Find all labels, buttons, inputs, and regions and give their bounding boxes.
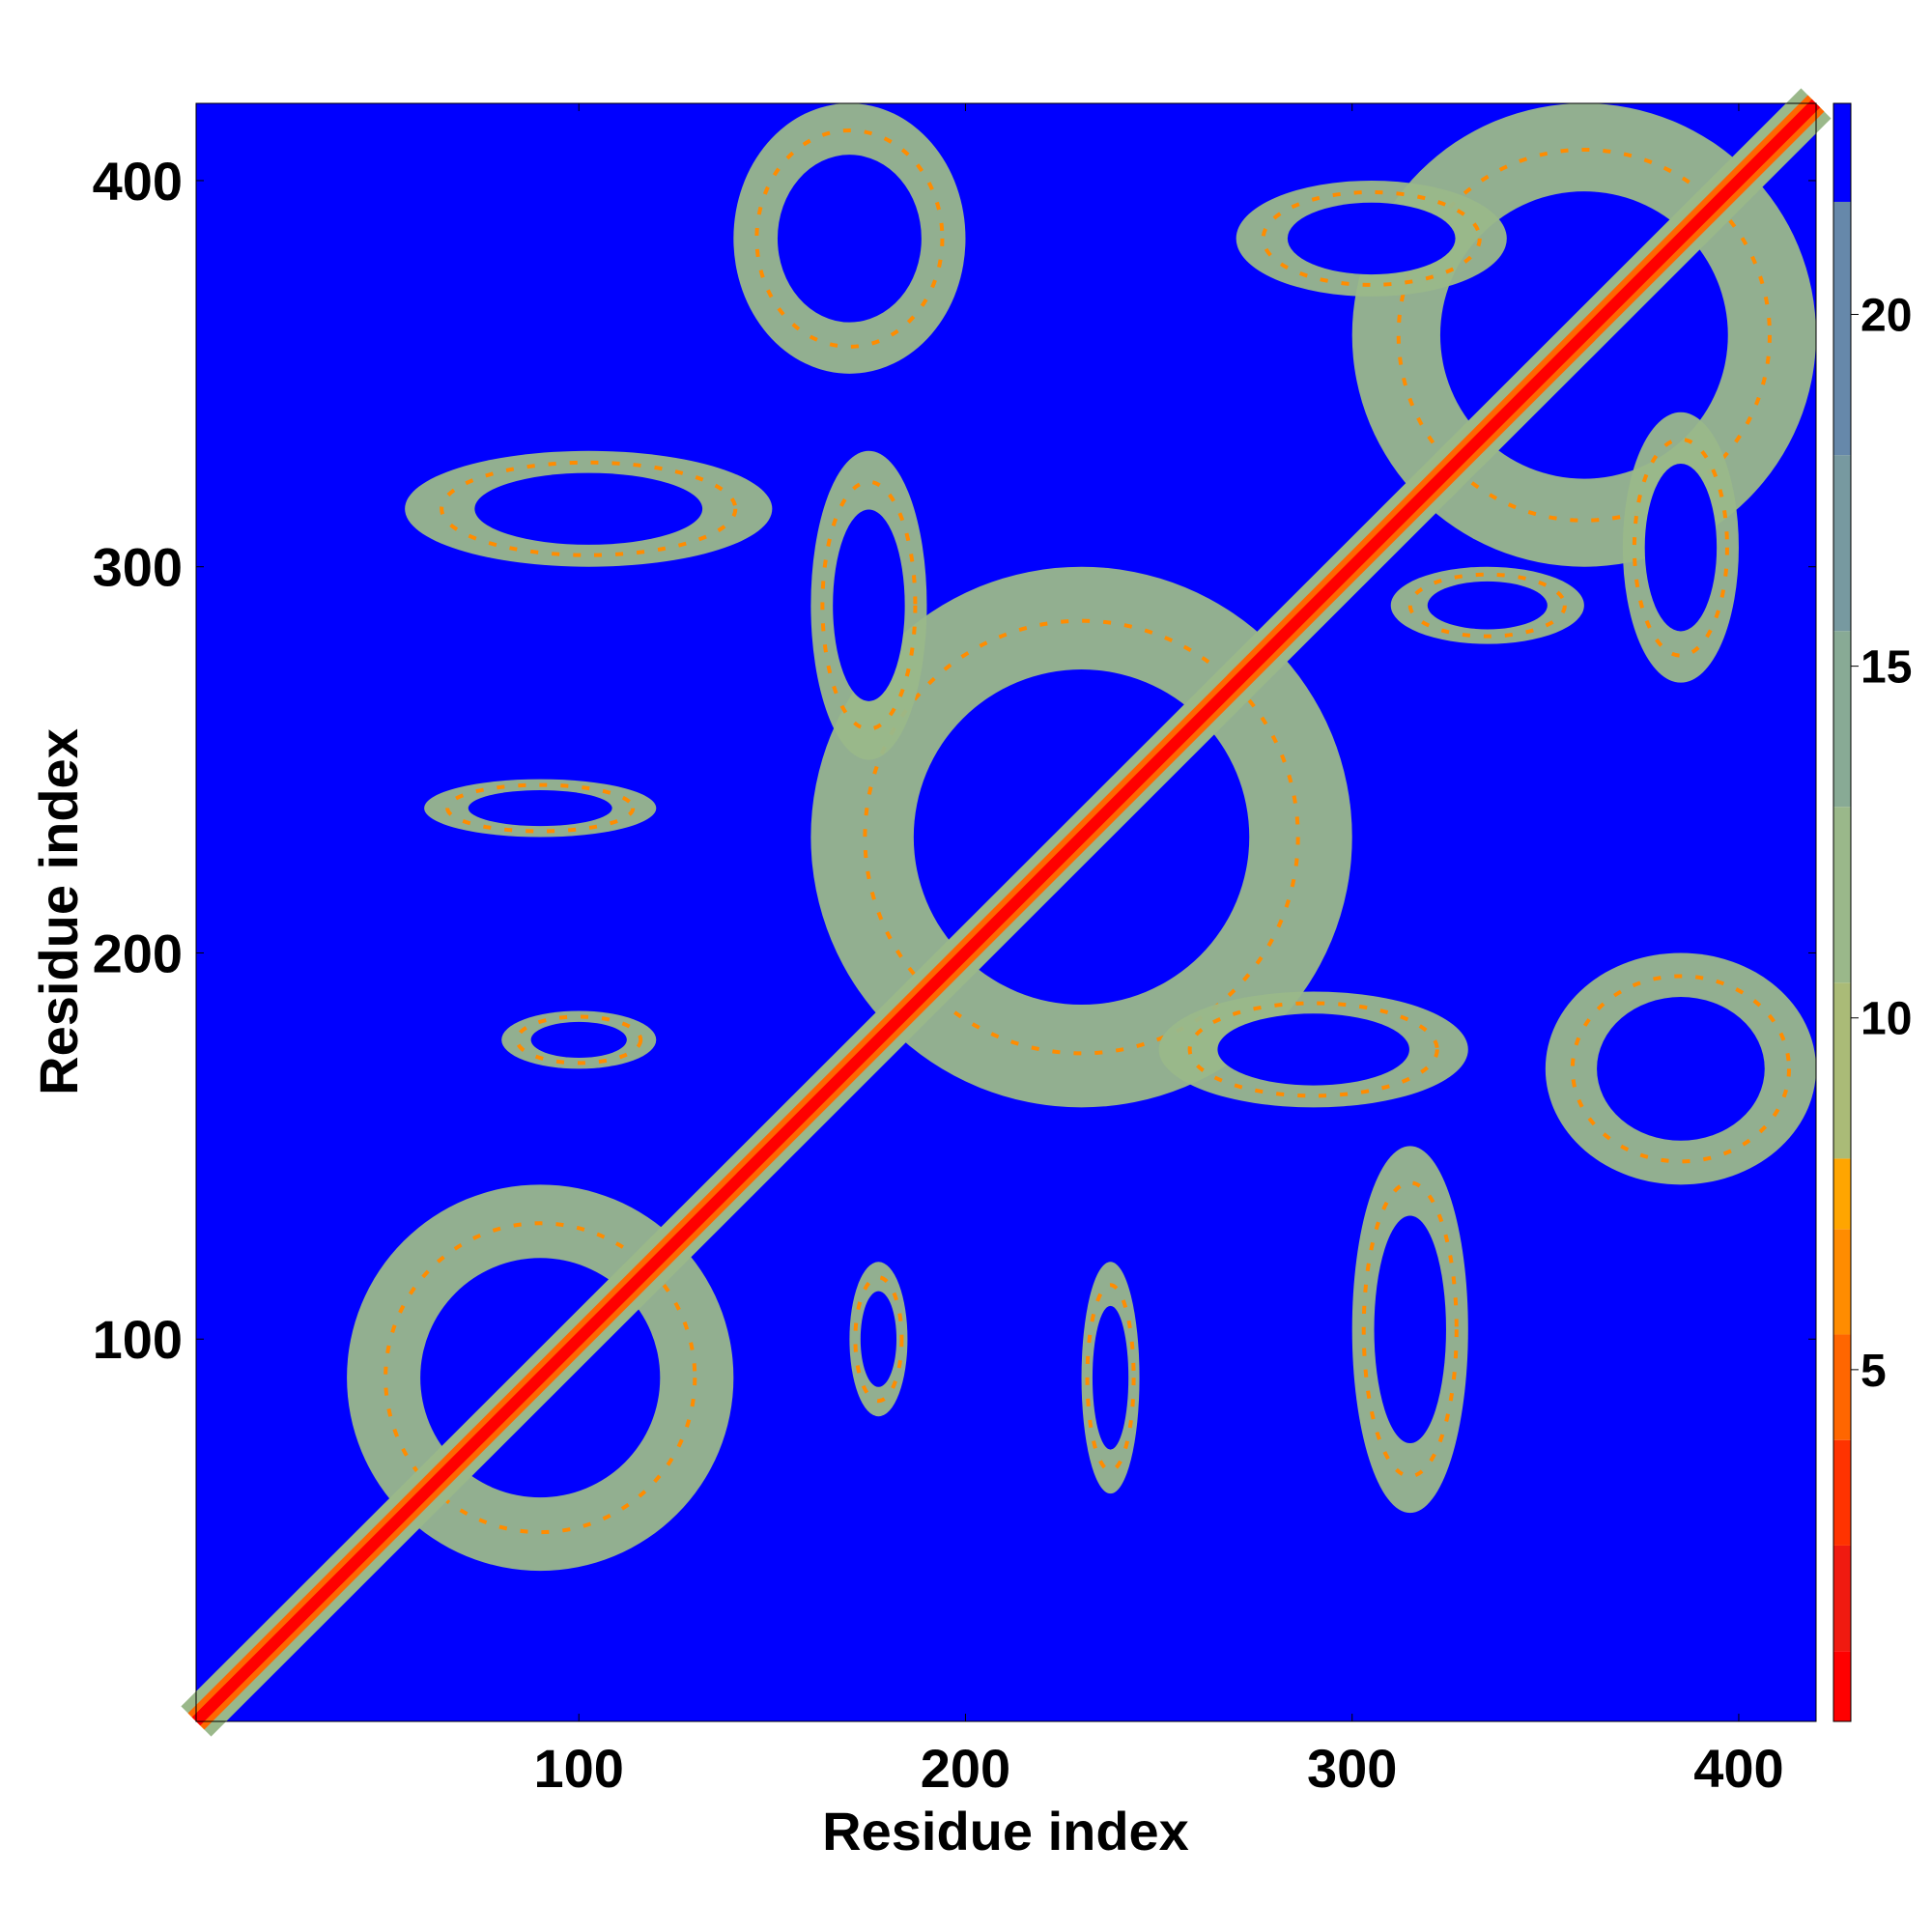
- colorbar-level: [1833, 807, 1851, 983]
- contact-region-core: [1187, 1001, 1439, 1098]
- plot-area: [181, 88, 1832, 1737]
- y-tick-label: 100: [93, 1309, 183, 1370]
- contact-region: [1236, 180, 1507, 297]
- contact-region-hole: [860, 1291, 897, 1387]
- y-axis-label: Residue index: [28, 728, 89, 1095]
- colorbar-level: [1833, 631, 1851, 808]
- colorbar-level: [1833, 201, 1851, 456]
- colorbar-level: [1833, 103, 1851, 202]
- contact-region: [733, 103, 966, 374]
- contact-region-hole: [1092, 1305, 1129, 1450]
- x-tick-label: 100: [534, 1738, 624, 1799]
- plot-frame: [195, 102, 1817, 1722]
- contact-region-hole: [1644, 463, 1718, 632]
- colorbar-level: [1833, 1158, 1851, 1230]
- contact-region-core: [384, 1221, 697, 1535]
- contact-region-hole: [1217, 1013, 1409, 1086]
- contact-region: [849, 1262, 908, 1417]
- x-axis-ticks: 100 200 300 400: [534, 103, 1784, 1799]
- x-tick-label: 200: [921, 1738, 1010, 1799]
- contact-region-hole: [530, 1021, 627, 1059]
- contact-region-core: [853, 1275, 904, 1404]
- diagonal-band: [181, 88, 1832, 1737]
- colorbar-level: [1833, 1545, 1851, 1652]
- colorbar-level: [1833, 1651, 1851, 1721]
- contact-region: [1158, 991, 1468, 1108]
- colorbar-tick-label: 5: [1861, 1346, 1887, 1397]
- colorbar-tick-label: 20: [1861, 290, 1912, 341]
- colorbar-tick-label: 10: [1861, 994, 1912, 1045]
- contact-region-core: [1407, 572, 1567, 639]
- x-tick-label: 400: [1693, 1738, 1783, 1799]
- contact-region-hole: [474, 472, 703, 545]
- contact-region-hole: [777, 155, 922, 323]
- contact-region-core: [515, 1014, 643, 1065]
- colorbar: 5 10 15 20: [1833, 102, 1912, 1722]
- contact-region-core: [754, 128, 945, 349]
- colorbar-level: [1833, 982, 1851, 1159]
- contact-region-hole: [1427, 581, 1548, 630]
- x-tick-label: 300: [1307, 1738, 1397, 1799]
- contact-region-hole: [1597, 997, 1765, 1141]
- contact-region-core: [863, 618, 1300, 1056]
- contact-region-hole: [1287, 202, 1456, 275]
- colorbar-frame: [1833, 102, 1852, 1722]
- contact-region: [1351, 1146, 1468, 1514]
- contact-region-core: [820, 479, 918, 731]
- diagonal-core: [191, 99, 1821, 1726]
- contact-region: [1081, 1262, 1140, 1494]
- colorbar-level: [1833, 1334, 1851, 1440]
- contact-region-core: [1396, 147, 1772, 523]
- contact-region-core: [1085, 1283, 1136, 1473]
- contact-region: [405, 450, 773, 567]
- contact-region-core: [1632, 437, 1729, 658]
- y-tick-label: 200: [93, 923, 183, 983]
- colorbar-tick-label: 15: [1861, 642, 1912, 694]
- y-tick-label: 300: [93, 537, 183, 598]
- contact-region-core: [440, 460, 738, 557]
- contact-region-hole: [468, 789, 612, 827]
- contact-region: [1390, 566, 1584, 644]
- colorbar-level: [1833, 455, 1851, 632]
- contact-region-core: [1570, 974, 1791, 1164]
- y-axis-ticks: 100 200 300 400: [93, 151, 1816, 1370]
- colorbar-level: [1833, 1229, 1851, 1335]
- contact-region-hole: [833, 509, 905, 701]
- contact-region: [1545, 952, 1816, 1185]
- contact-region: [810, 450, 927, 760]
- contact-region-core: [445, 782, 636, 834]
- colorbar-levels: [1833, 103, 1851, 1721]
- y-tick-label: 400: [93, 151, 183, 212]
- contact-region: [424, 779, 657, 838]
- contact-region-hole: [1374, 1215, 1446, 1443]
- contact-region-core: [1261, 189, 1482, 287]
- contact-region: [1622, 412, 1739, 683]
- contact-region: [501, 1010, 657, 1069]
- x-axis-label: Residue index: [822, 1801, 1189, 1861]
- contact-region-core: [1361, 1180, 1459, 1479]
- colorbar-ticks: 5 10 15 20: [1851, 290, 1912, 1397]
- colorbar-level: [1833, 1439, 1851, 1546]
